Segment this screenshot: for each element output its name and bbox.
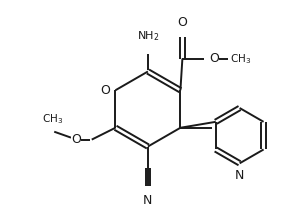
Text: N: N <box>143 194 153 207</box>
Text: CH$_3$: CH$_3$ <box>42 112 63 126</box>
Text: O: O <box>71 133 81 146</box>
Text: O: O <box>178 16 187 29</box>
Text: CH$_3$: CH$_3$ <box>230 52 251 66</box>
Text: N: N <box>235 169 244 182</box>
Text: O: O <box>101 84 110 97</box>
Text: NH$_2$: NH$_2$ <box>137 29 159 43</box>
Text: O: O <box>209 52 219 65</box>
